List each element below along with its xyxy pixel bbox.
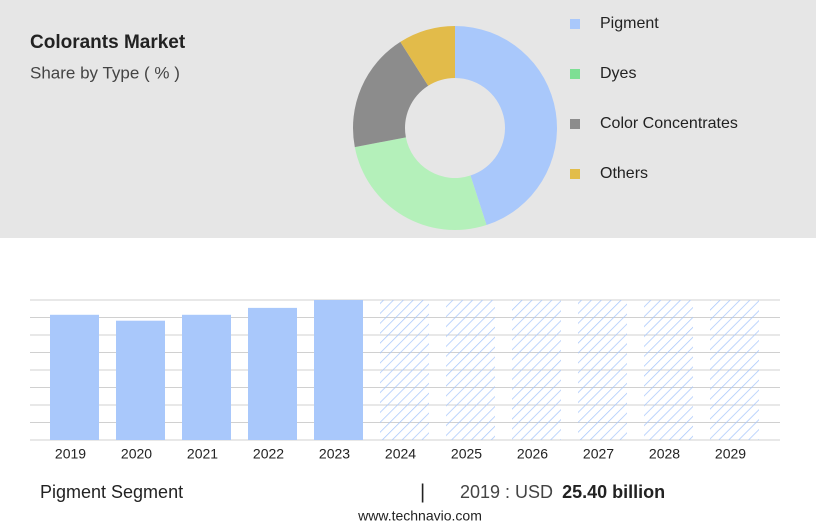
- donut-slice: [400, 26, 455, 86]
- forecast-bar: [644, 300, 693, 440]
- title: Colorants Market: [30, 32, 186, 53]
- x-tick-label: 2029: [715, 446, 746, 462]
- x-tick-label: 2025: [451, 446, 482, 462]
- legend-label: Pigment: [600, 15, 659, 32]
- highlight-value: 25.40 billion: [562, 482, 665, 502]
- legend-marker: [570, 69, 580, 79]
- legend-label: Dyes: [600, 65, 636, 82]
- divider: |: [420, 481, 425, 503]
- legend-marker: [570, 169, 580, 179]
- legend-label: Others: [600, 165, 648, 182]
- segment-label: Pigment Segment: [40, 482, 183, 502]
- x-tick-label: 2021: [187, 446, 218, 462]
- legend-marker: [570, 19, 580, 29]
- x-tick-label: 2027: [583, 446, 614, 462]
- legend-label: Color Concentrates: [600, 115, 738, 132]
- source: www.technavio.com: [357, 508, 482, 524]
- x-tick-label: 2019: [55, 446, 86, 462]
- donut-slice: [354, 137, 487, 231]
- forecast-bar: [512, 300, 561, 440]
- x-tick-label: 2023: [319, 446, 350, 462]
- x-tick-label: 2026: [517, 446, 548, 462]
- forecast-bar: [710, 300, 759, 440]
- forecast-bar: [380, 300, 429, 440]
- bar: [50, 314, 99, 440]
- x-tick-label: 2022: [253, 446, 284, 462]
- x-tick-label: 2028: [649, 446, 680, 462]
- highlight-label: 2019 : USD: [460, 482, 553, 502]
- subtitle: Share by Type ( % ): [30, 63, 180, 82]
- x-tick-label: 2024: [385, 446, 416, 462]
- bar: [116, 320, 165, 440]
- bar: [248, 307, 297, 440]
- donut-slice: [353, 41, 429, 148]
- forecast-bar: [578, 300, 627, 440]
- bar: [314, 300, 363, 440]
- bar: [182, 314, 231, 440]
- donut-slice: [455, 26, 558, 226]
- forecast-bar: [446, 300, 495, 440]
- legend-marker: [570, 119, 580, 129]
- x-tick-label: 2020: [121, 446, 152, 462]
